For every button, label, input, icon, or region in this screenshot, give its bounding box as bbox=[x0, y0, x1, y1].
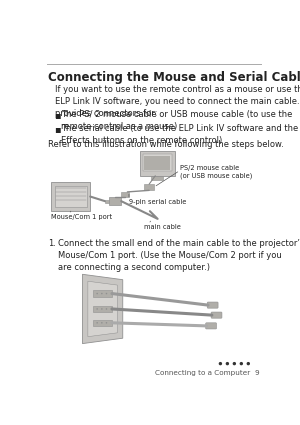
Circle shape bbox=[106, 308, 107, 310]
Polygon shape bbox=[82, 274, 123, 343]
FancyBboxPatch shape bbox=[93, 306, 112, 312]
Circle shape bbox=[232, 362, 236, 365]
Circle shape bbox=[96, 308, 98, 310]
FancyBboxPatch shape bbox=[143, 154, 172, 171]
FancyBboxPatch shape bbox=[121, 192, 129, 197]
Circle shape bbox=[96, 293, 98, 295]
Circle shape bbox=[96, 322, 98, 323]
Text: Connect the small end of the main cable to the projector’s
Mouse/Com 1 port. (Us: Connect the small end of the main cable … bbox=[58, 239, 300, 272]
FancyBboxPatch shape bbox=[55, 186, 87, 207]
FancyBboxPatch shape bbox=[145, 156, 170, 170]
Circle shape bbox=[247, 362, 250, 365]
Text: The serial cable (to use the ELP Link IV software and the
Effects buttons on the: The serial cable (to use the ELP Link IV… bbox=[61, 124, 298, 145]
Text: If you want to use the remote control as a mouse or use the
ELP Link IV software: If you want to use the remote control as… bbox=[55, 85, 300, 118]
Text: main cable: main cable bbox=[145, 224, 181, 230]
FancyBboxPatch shape bbox=[140, 151, 175, 176]
Circle shape bbox=[219, 362, 222, 365]
Text: 9-pin serial cable: 9-pin serial cable bbox=[129, 199, 186, 205]
Text: PS/2 mouse cable
(or USB mouse cable): PS/2 mouse cable (or USB mouse cable) bbox=[180, 165, 253, 179]
Text: 1.: 1. bbox=[48, 239, 56, 248]
FancyBboxPatch shape bbox=[105, 200, 109, 203]
Text: The PS/ 2 mouse cable or USB mouse cable (to use the
remote control as a mouse): The PS/ 2 mouse cable or USB mouse cable… bbox=[61, 110, 292, 130]
Text: Mouse/Com 1 port: Mouse/Com 1 port bbox=[52, 214, 112, 220]
Text: ▪: ▪ bbox=[55, 124, 61, 134]
FancyBboxPatch shape bbox=[109, 197, 121, 205]
FancyBboxPatch shape bbox=[152, 176, 163, 180]
Circle shape bbox=[240, 362, 243, 365]
Circle shape bbox=[101, 308, 103, 310]
Circle shape bbox=[101, 322, 103, 323]
Text: 9: 9 bbox=[254, 370, 259, 376]
Text: Connecting the Mouse and Serial Cables: Connecting the Mouse and Serial Cables bbox=[48, 71, 300, 84]
FancyBboxPatch shape bbox=[93, 320, 112, 326]
Text: ▪: ▪ bbox=[55, 110, 61, 119]
Circle shape bbox=[226, 362, 229, 365]
FancyBboxPatch shape bbox=[207, 302, 218, 308]
FancyBboxPatch shape bbox=[52, 182, 90, 211]
FancyBboxPatch shape bbox=[211, 312, 222, 318]
FancyBboxPatch shape bbox=[206, 323, 217, 329]
FancyBboxPatch shape bbox=[145, 184, 154, 190]
Circle shape bbox=[106, 322, 107, 323]
Circle shape bbox=[101, 293, 103, 295]
Circle shape bbox=[106, 293, 107, 295]
FancyBboxPatch shape bbox=[93, 290, 112, 297]
Text: Connecting to a Computer: Connecting to a Computer bbox=[155, 370, 250, 376]
Text: Refer to this illustration while following the steps below.: Refer to this illustration while followi… bbox=[48, 140, 284, 149]
Polygon shape bbox=[88, 281, 117, 337]
